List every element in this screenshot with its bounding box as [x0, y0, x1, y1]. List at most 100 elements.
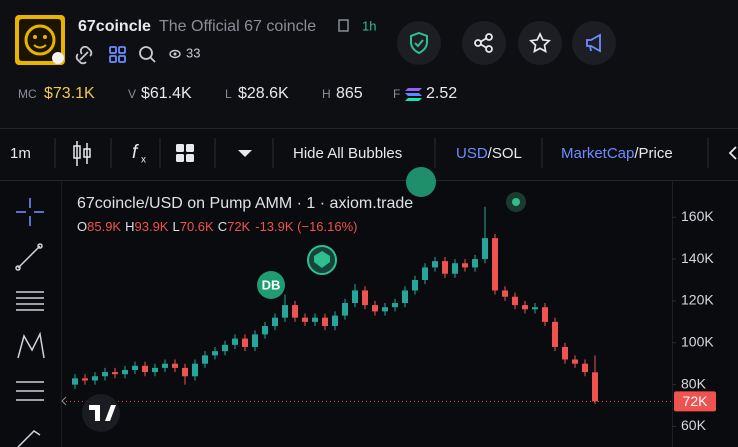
- layout-button[interactable]: [176, 144, 194, 162]
- candle-body: [452, 263, 458, 274]
- candle-body: [362, 290, 368, 306]
- candle-body: [502, 290, 508, 297]
- indicators-sub: x: [141, 155, 146, 166]
- candle-body: [182, 367, 188, 377]
- candle-body: [432, 261, 438, 268]
- search-icon[interactable]: [139, 46, 153, 60]
- mode-toggle[interactable]: MarketCap/Price: [561, 145, 673, 162]
- candle-body: [342, 303, 348, 316]
- ohlc-letter: H: [125, 219, 134, 234]
- candle-body: [172, 363, 178, 368]
- sol-icon: [405, 88, 422, 101]
- pattern-tool[interactable]: [17, 331, 45, 359]
- plot: 60K 80K 100K 120K 140K 160K: [62, 206, 714, 433]
- share-icon: [474, 33, 493, 53]
- y-tick-label: 80K: [681, 375, 707, 391]
- stat-label: H: [322, 87, 331, 101]
- ohlc-letter: L: [172, 219, 179, 234]
- candle-body: [142, 365, 148, 373]
- stat-label: F: [393, 87, 400, 101]
- fib-tool[interactable]: [16, 291, 44, 311]
- candle-body: [262, 326, 268, 335]
- bubble[interactable]: [406, 167, 436, 197]
- mode-other: /Price: [634, 145, 672, 162]
- bubble-label: DB: [262, 277, 281, 292]
- copy-icon[interactable]: [338, 19, 349, 32]
- crosshair-tool[interactable]: [16, 198, 44, 226]
- shield-check: [414, 39, 424, 48]
- ohlc-letter: C: [218, 219, 227, 234]
- currency-toggle[interactable]: USD/SOL: [456, 145, 522, 162]
- candle-body: [542, 307, 548, 322]
- y-tick-label: 100K: [681, 333, 714, 349]
- bubble[interactable]: [257, 271, 285, 299]
- token-age: 1h: [362, 18, 376, 33]
- candle-body: [242, 338, 248, 347]
- tv-logo[interactable]: [82, 394, 120, 432]
- stat-value: $61.4K: [141, 85, 192, 102]
- dropdown-button[interactable]: [238, 150, 252, 157]
- candle-body: [582, 363, 588, 373]
- candle-body: [532, 307, 538, 310]
- candle-body: [232, 338, 238, 345]
- candle-body: [292, 305, 298, 318]
- avatar-face: [24, 24, 56, 56]
- community-icon[interactable]: [109, 46, 126, 63]
- toolbar-bg: [0, 129, 738, 180]
- trendline-tool[interactable]: [15, 243, 43, 271]
- star-button[interactable]: [518, 21, 562, 65]
- candle-body: [252, 334, 258, 347]
- share-button[interactable]: [462, 21, 506, 65]
- interval-button[interactable]: 1m: [10, 145, 31, 162]
- candle-body: [332, 315, 338, 327]
- ohlc-value: 70.6K: [180, 219, 214, 234]
- ohlc-change: -13.9K (−16.16%): [255, 219, 357, 234]
- candle-body: [152, 367, 158, 373]
- candle-body: [592, 372, 598, 402]
- star-icon: [529, 32, 551, 53]
- prediction-tool[interactable]: [16, 381, 44, 401]
- candle-type-button[interactable]: [73, 141, 91, 166]
- candle-body: [122, 369, 128, 375]
- candle-body: [552, 321, 558, 347]
- indicators-button[interactable]: f: [132, 142, 139, 163]
- stat-value: $28.6K: [238, 85, 289, 102]
- ohlc-value: 85.9K: [87, 219, 121, 234]
- eye-pupil: [173, 52, 177, 56]
- candle-body: [222, 344, 228, 352]
- price-label-bg: [674, 391, 716, 412]
- y-tick-label: 140K: [681, 250, 714, 266]
- candle-body: [82, 378, 88, 381]
- stat-label: MC: [18, 87, 37, 101]
- candle-body: [472, 259, 478, 268]
- bubble-logo: [314, 251, 330, 268]
- ohlc-letter: O: [77, 219, 87, 234]
- stat-label: L: [225, 87, 232, 101]
- brush-tool[interactable]: [17, 430, 41, 447]
- candle-body: [92, 376, 98, 381]
- candle-body: [162, 363, 168, 368]
- y-tick-label: 120K: [681, 292, 714, 308]
- scroll-left[interactable]: [61, 396, 67, 406]
- announce-button[interactable]: [572, 21, 616, 65]
- avatar-badge: [52, 52, 64, 64]
- shield-button[interactable]: [397, 21, 441, 65]
- y-tick-label: 160K: [681, 208, 714, 224]
- candle-body: [352, 290, 358, 304]
- collapse-button[interactable]: [728, 146, 737, 160]
- candle-body: [72, 378, 78, 385]
- candle-body: [272, 317, 278, 327]
- ohlc-value: 72K: [227, 219, 250, 234]
- announce-icon: [586, 33, 601, 53]
- candle-body: [102, 372, 108, 377]
- y-tick-label: 60K: [681, 417, 707, 433]
- token-name: 67coincle: [78, 18, 151, 35]
- watchers: 33: [186, 45, 200, 60]
- candle-body: [492, 238, 498, 291]
- hide-bubbles-button[interactable]: Hide All Bubbles: [293, 145, 402, 162]
- candle-body: [572, 359, 578, 364]
- candle-body: [522, 305, 528, 310]
- link-icon[interactable]: [75, 45, 93, 65]
